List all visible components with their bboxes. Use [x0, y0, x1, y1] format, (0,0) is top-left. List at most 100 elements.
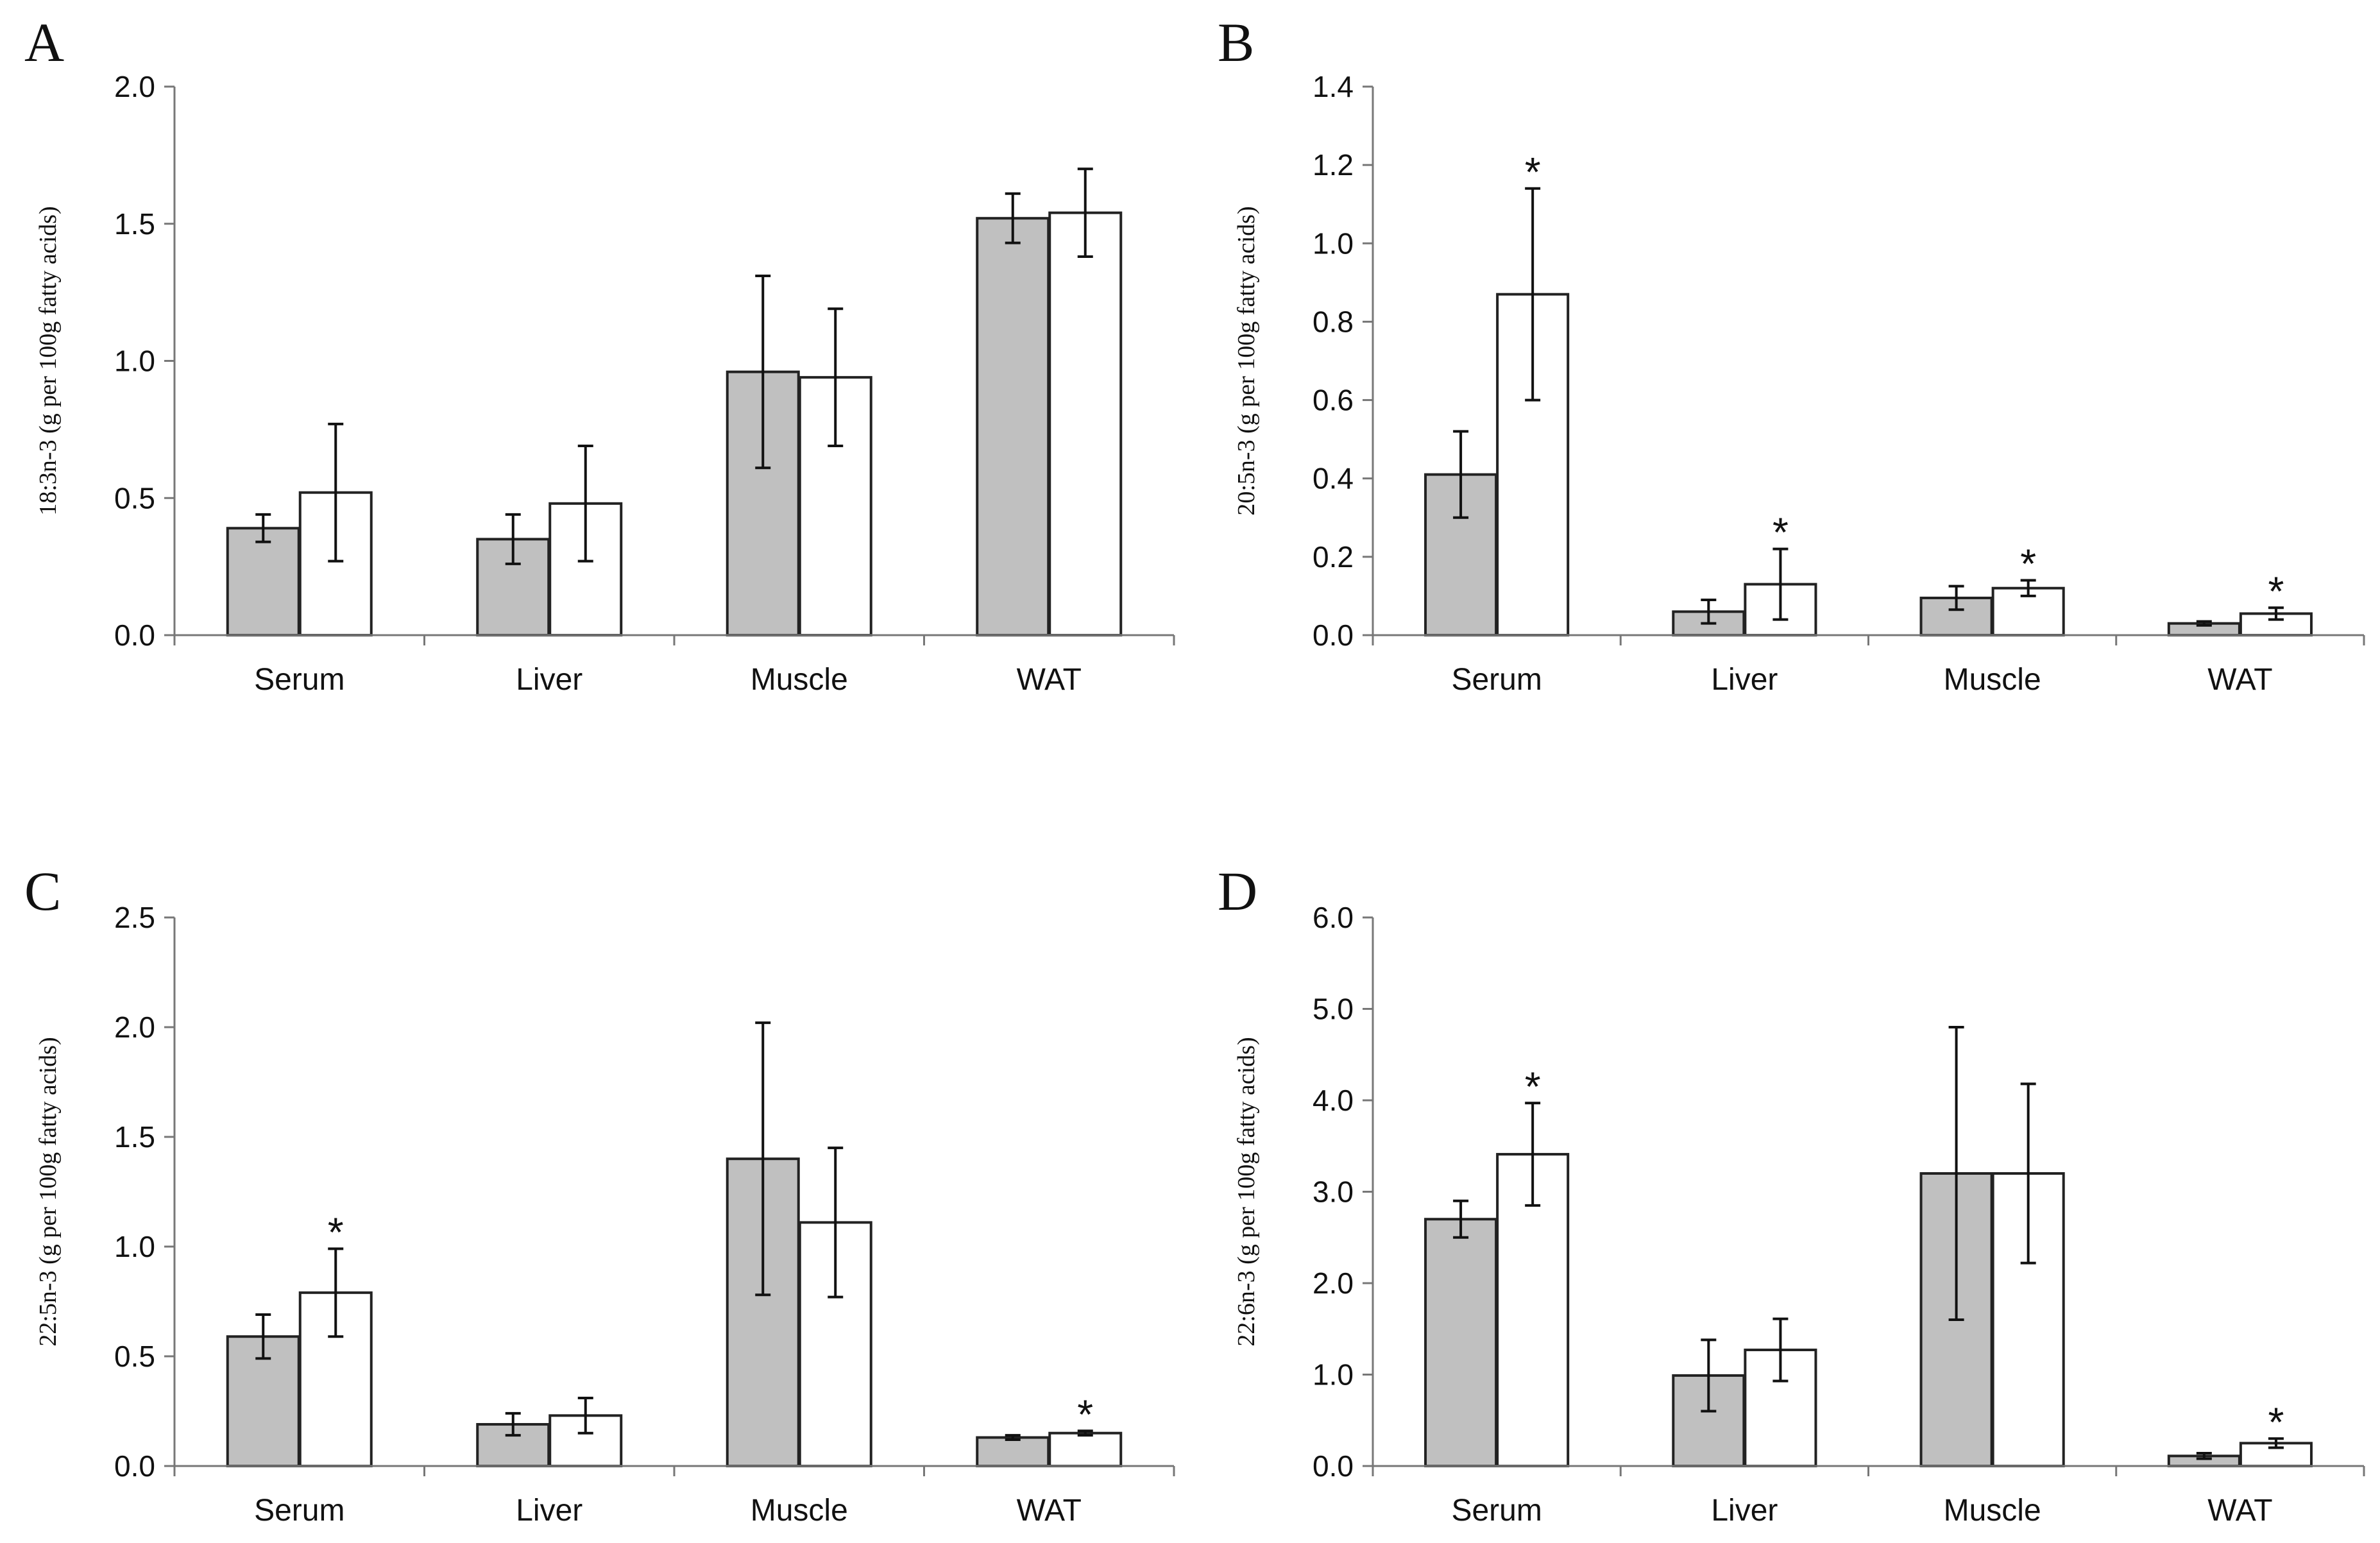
y-axis-label: 22:5n-3 (g per 100g fatty acids): [35, 1037, 62, 1346]
significance-marker: *: [1525, 149, 1541, 195]
error-bar-serum-series-1: [255, 513, 271, 543]
bar-serum-series-1: [226, 527, 300, 637]
bar-wat-series-2: [1048, 211, 1123, 636]
x-tick-label: Serum: [254, 1494, 344, 1528]
significance-marker: *: [328, 1209, 344, 1255]
y-tick-label: 1.0: [1313, 226, 1354, 260]
x-tick-label: Liver: [1711, 1494, 1778, 1528]
y-tick-label: 0.2: [1313, 540, 1354, 574]
y-tick-label: 0.0: [1313, 618, 1354, 652]
y-tick-label: 3.0: [1313, 1175, 1354, 1209]
y-tick-label: 4.0: [1313, 1084, 1354, 1117]
bar-wat-series-2: [1048, 1431, 1123, 1467]
y-tick-label: 0.0: [1313, 1449, 1354, 1483]
error-bar-wat-series-1: [1005, 1434, 1021, 1441]
error-bar-liver-series-1: [1701, 599, 1717, 625]
significance-marker: *: [2268, 1399, 2284, 1445]
x-tick-label: Serum: [254, 663, 344, 697]
bar-wat-series-1: [976, 217, 1050, 636]
significance-marker: *: [1772, 509, 1789, 556]
error-bar-serum-series-2: [328, 422, 344, 563]
y-tick-label: 1.0: [114, 1230, 155, 1263]
error-bar-wat-series-1: [2196, 1452, 2212, 1460]
y-tick-label: 1.5: [114, 207, 155, 241]
x-tick-label: WAT: [2207, 1494, 2272, 1528]
error-bar-wat-series-1: [2196, 620, 2212, 627]
error-bar-muscle-series-2: [828, 307, 844, 448]
y-axis-label: 20:5n-3 (g per 100g fatty acids): [1233, 206, 1260, 515]
y-tick-label: 1.0: [1313, 1358, 1354, 1392]
error-bar-muscle-series-1: [1948, 584, 1964, 611]
y-tick-label: 5.0: [1313, 993, 1354, 1026]
x-tick-label: Liver: [1711, 663, 1778, 697]
y-tick-label: 0.0: [114, 1449, 155, 1483]
error-bar-muscle-series-1: [1948, 1026, 1964, 1321]
y-tick-label: 0.8: [1313, 305, 1354, 338]
error-bar-liver-series-1: [505, 1411, 521, 1437]
y-tick-label: 0.0: [114, 618, 155, 652]
error-bar-wat-series-2: [1077, 167, 1093, 259]
bar-wat-series-1: [976, 1436, 1050, 1468]
x-tick-label: Muscle: [1944, 1494, 2041, 1528]
y-tick-label: 0.4: [1313, 462, 1354, 495]
y-tick-label: 1.2: [1313, 148, 1354, 182]
panel-letter: D: [1218, 860, 1257, 922]
y-tick-label: 1.5: [114, 1120, 155, 1154]
error-bar-serum-series-2: [328, 1247, 344, 1338]
error-bar-muscle-series-1: [755, 274, 771, 470]
error-bar-serum-series-2: [1525, 1102, 1541, 1207]
error-bar-serum-series-1: [1453, 1199, 1469, 1239]
x-tick-label: WAT: [1017, 1494, 1082, 1528]
error-bar-muscle-series-2: [2020, 579, 2036, 597]
error-bar-muscle-series-1: [755, 1021, 771, 1297]
y-tick-label: 1.0: [114, 345, 155, 378]
bar-liver-series-2: [548, 1414, 623, 1468]
chart-panel-b: B 20:5n-3 (g per 100g fatty acids) 0.0 0.2 0…: [1218, 12, 2365, 697]
bar-muscle-series-2: [798, 376, 872, 637]
panel-letter: B: [1218, 12, 1254, 73]
error-bar-wat-series-2: [1077, 1429, 1093, 1437]
error-bar-wat-series-1: [1005, 192, 1021, 244]
y-tick-label: 0.6: [1313, 384, 1354, 417]
error-bar-liver-series-2: [1772, 547, 1789, 621]
chart-panel-a: A 18:3n-3 (g per 100g fatty acids) 0.0 0.5 1…: [24, 12, 1175, 697]
x-tick-label: Muscle: [1944, 663, 2041, 697]
error-bar-muscle-series-2: [828, 1147, 844, 1299]
error-bar-wat-series-2: [2268, 1437, 2284, 1449]
x-tick-label: Muscle: [751, 1494, 848, 1528]
error-bar-serum-series-1: [1453, 430, 1469, 519]
significance-marker: *: [1525, 1063, 1541, 1109]
error-bar-liver-series-1: [1701, 1338, 1717, 1413]
y-tick-label: 0.5: [114, 481, 155, 515]
significance-marker: *: [2268, 568, 2284, 614]
x-tick-label: Liver: [516, 663, 582, 697]
x-tick-label: Serum: [1451, 663, 1542, 697]
x-tick-label: WAT: [1017, 663, 1082, 697]
x-tick-label: WAT: [2207, 663, 2272, 697]
y-axis-label: 18:3n-3 (g per 100g fatty acids): [35, 206, 62, 515]
error-bar-liver-series-2: [1772, 1317, 1789, 1383]
chart-panel-d: D 22:6n-3 (g per 100g fatty acids) 0.0 1.0 2…: [1218, 860, 2365, 1528]
bar-serum-series-1: [1424, 1218, 1498, 1467]
error-bar-serum-series-1: [255, 1313, 271, 1360]
x-tick-label: Muscle: [751, 663, 848, 697]
error-bar-wat-series-2: [2268, 606, 2284, 621]
error-bar-serum-series-2: [1525, 187, 1541, 402]
y-axis-label: 22:6n-3 (g per 100g fatty acids): [1233, 1037, 1260, 1346]
error-bar-liver-series-2: [577, 1396, 593, 1435]
x-tick-label: Liver: [516, 1494, 582, 1528]
error-bar-muscle-series-2: [2020, 1082, 2036, 1265]
y-tick-label: 2.5: [114, 901, 155, 934]
significance-marker: *: [2020, 541, 2036, 587]
y-tick-label: 2.0: [114, 70, 155, 103]
significance-marker: *: [1077, 1391, 1093, 1437]
error-bar-liver-series-1: [505, 513, 521, 565]
error-bar-liver-series-2: [577, 445, 593, 563]
y-tick-label: 2.0: [1313, 1266, 1354, 1300]
panel-letter: A: [24, 12, 64, 73]
x-tick-label: Serum: [1451, 1494, 1542, 1528]
y-tick-label: 2.0: [114, 1010, 155, 1044]
bar-liver-series-2: [548, 502, 623, 636]
y-tick-label: 0.5: [114, 1340, 155, 1373]
